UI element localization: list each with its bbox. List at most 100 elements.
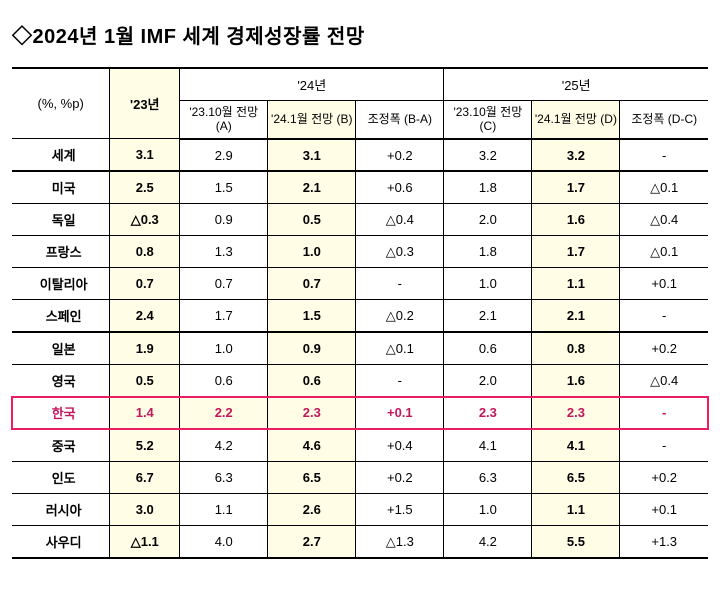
- table-cell: 1.1: [532, 494, 620, 526]
- table-cell: 0.8: [110, 236, 180, 268]
- col-unit: (%, %p): [12, 68, 110, 139]
- table-cell: 영국: [12, 365, 110, 397]
- table-cell: 1.5: [180, 171, 268, 204]
- col-2024: '24년: [180, 68, 444, 101]
- table-cell: 1.0: [444, 268, 532, 300]
- table-cell: 0.6: [268, 365, 356, 397]
- table-cell: 2.4: [110, 300, 180, 333]
- table-cell: +1.3: [620, 526, 708, 559]
- table-cell: 2.0: [444, 365, 532, 397]
- table-cell: △0.1: [620, 171, 708, 204]
- table-cell: -: [356, 268, 444, 300]
- table-cell: 2.2: [180, 397, 268, 430]
- table-cell: -: [620, 139, 708, 172]
- table-cell: 1.0: [444, 494, 532, 526]
- table-cell: 1.7: [532, 171, 620, 204]
- table-row: 영국0.50.60.6-2.01.6△0.4: [12, 365, 708, 397]
- table-cell: 3.2: [532, 139, 620, 172]
- table-row: 인도6.76.36.5+0.26.36.5+0.2: [12, 462, 708, 494]
- table-cell: 1.4: [110, 397, 180, 430]
- table-cell: 스페인: [12, 300, 110, 333]
- table-cell: +0.6: [356, 171, 444, 204]
- table-cell: 1.8: [444, 236, 532, 268]
- table-row: 미국2.51.52.1+0.61.81.7△0.1: [12, 171, 708, 204]
- table-cell: -: [356, 365, 444, 397]
- table-cell: △0.1: [356, 332, 444, 365]
- table-cell: +1.5: [356, 494, 444, 526]
- table-cell: -: [620, 397, 708, 430]
- table-cell: +0.1: [356, 397, 444, 430]
- table-cell: 6.5: [532, 462, 620, 494]
- table-cell: +0.2: [620, 462, 708, 494]
- table-cell: △0.4: [620, 365, 708, 397]
- table-cell: 4.2: [180, 429, 268, 462]
- table-body: 세계3.12.93.1+0.23.23.2-미국2.51.52.1+0.61.8…: [12, 139, 708, 559]
- table-cell: +0.1: [620, 268, 708, 300]
- table-cell: +0.2: [620, 332, 708, 365]
- table-cell: 0.7: [110, 268, 180, 300]
- table-cell: 1.0: [180, 332, 268, 365]
- page-title: ◇2024년 1월 IMF 세계 경제성장률 전망: [12, 20, 708, 49]
- table-row: 한국1.42.22.3+0.12.32.3-: [12, 397, 708, 430]
- table-cell: 4.2: [444, 526, 532, 559]
- table-row: 러시아3.01.12.6+1.51.01.1+0.1: [12, 494, 708, 526]
- table-cell: △0.4: [356, 204, 444, 236]
- table-cell: 1.7: [180, 300, 268, 333]
- table-row: 사우디△1.14.02.7△1.34.25.5+1.3: [12, 526, 708, 559]
- table-cell: 4.0: [180, 526, 268, 559]
- table-cell: △0.1: [620, 236, 708, 268]
- table-cell: 1.7: [532, 236, 620, 268]
- col-ba: 조정폭 (B-A): [356, 101, 444, 139]
- table-cell: 0.5: [268, 204, 356, 236]
- table-cell: 프랑스: [12, 236, 110, 268]
- table-cell: 독일: [12, 204, 110, 236]
- table-cell: 3.1: [268, 139, 356, 172]
- table-row: 세계3.12.93.1+0.23.23.2-: [12, 139, 708, 172]
- table-cell: 2.1: [268, 171, 356, 204]
- table-cell: △0.3: [110, 204, 180, 236]
- table-row: 중국5.24.24.6+0.44.14.1-: [12, 429, 708, 462]
- table-cell: 러시아: [12, 494, 110, 526]
- table-cell: 4.1: [532, 429, 620, 462]
- col-c: '23.10월 전망 (C): [444, 101, 532, 139]
- table-cell: △1.3: [356, 526, 444, 559]
- table-cell: 2.7: [268, 526, 356, 559]
- table-cell: 2.3: [444, 397, 532, 430]
- table-cell: 2.5: [110, 171, 180, 204]
- table-cell: +0.2: [356, 462, 444, 494]
- table-cell: 3.0: [110, 494, 180, 526]
- forecast-table: (%, %p) '23년 '24년 '25년 '23.10월 전망 (A) '2…: [12, 67, 708, 559]
- table-cell: +0.1: [620, 494, 708, 526]
- table-cell: -: [620, 429, 708, 462]
- table-cell: 1.3: [180, 236, 268, 268]
- table-cell: +0.4: [356, 429, 444, 462]
- table-cell: 일본: [12, 332, 110, 365]
- table-cell: 2.9: [180, 139, 268, 172]
- table-row: 스페인2.41.71.5△0.22.12.1-: [12, 300, 708, 333]
- table-cell: 0.8: [532, 332, 620, 365]
- table-cell: 세계: [12, 139, 110, 172]
- table-cell: 3.1: [110, 139, 180, 172]
- table-cell: 2.6: [268, 494, 356, 526]
- table-cell: 6.5: [268, 462, 356, 494]
- table-cell: △0.4: [620, 204, 708, 236]
- table-cell: 0.9: [180, 204, 268, 236]
- table-cell: 0.6: [180, 365, 268, 397]
- col-2025: '25년: [444, 68, 708, 101]
- table-cell: 1.6: [532, 365, 620, 397]
- table-cell: 4.1: [444, 429, 532, 462]
- table-cell: 2.1: [532, 300, 620, 333]
- table-cell: 사우디: [12, 526, 110, 559]
- table-cell: 1.0: [268, 236, 356, 268]
- table-row: 일본1.91.00.9△0.10.60.8+0.2: [12, 332, 708, 365]
- table-cell: △0.2: [356, 300, 444, 333]
- table-row: 이탈리아0.70.70.7-1.01.1+0.1: [12, 268, 708, 300]
- table-cell: 0.9: [268, 332, 356, 365]
- table-cell: -: [620, 300, 708, 333]
- table-cell: 2.0: [444, 204, 532, 236]
- table-row: 독일△0.30.90.5△0.42.01.6△0.4: [12, 204, 708, 236]
- table-cell: 2.3: [532, 397, 620, 430]
- table-cell: 1.6: [532, 204, 620, 236]
- table-header: (%, %p) '23년 '24년 '25년 '23.10월 전망 (A) '2…: [12, 68, 708, 139]
- table-cell: 2.1: [444, 300, 532, 333]
